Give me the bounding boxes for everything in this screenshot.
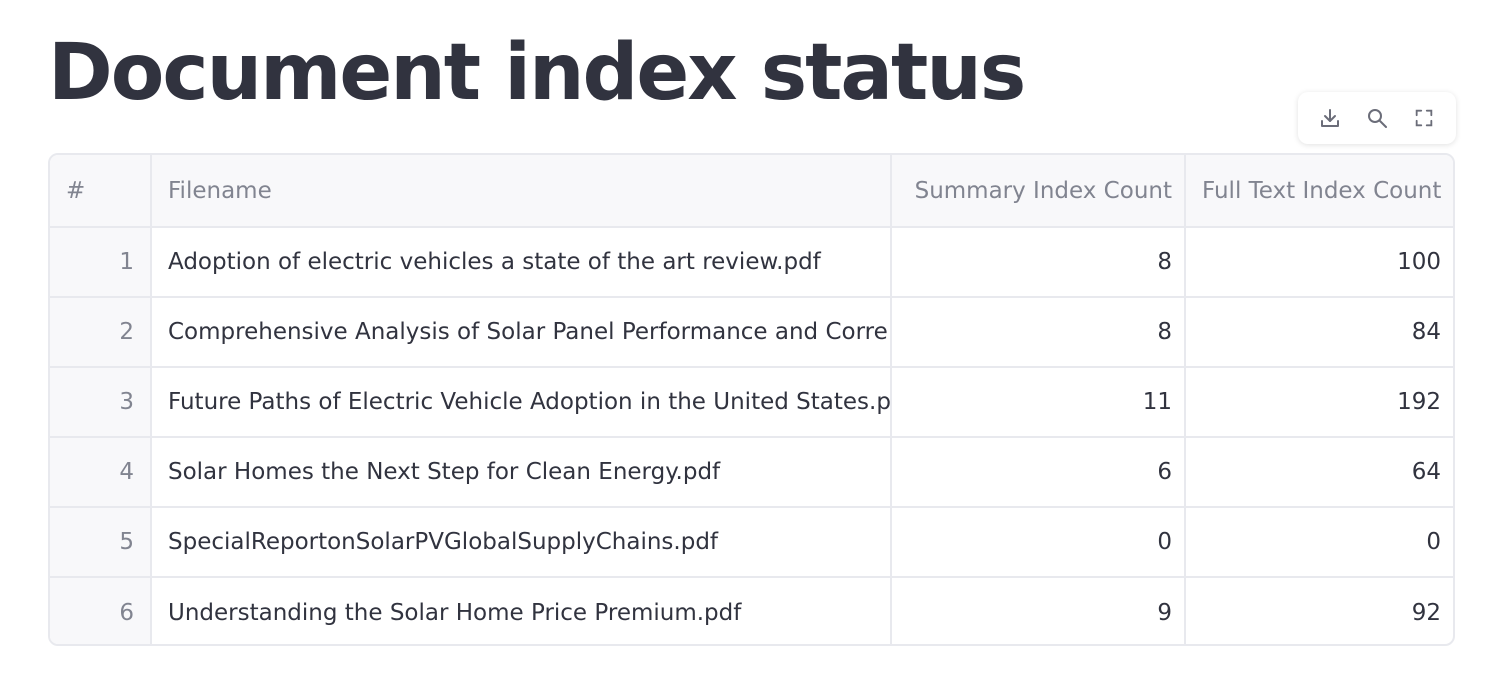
filename-cell[interactable]: Solar Homes the Next Step for Clean Ener… — [151, 437, 892, 508]
document-index-table: # Filename Summary Index Count Full Text… — [50, 155, 1453, 644]
summary-count-cell[interactable]: 8 — [891, 297, 1186, 368]
column-header-index[interactable]: # — [50, 155, 152, 228]
filename-cell[interactable]: Understanding the Solar Home Price Premi… — [151, 577, 892, 644]
row-index: 1 — [50, 227, 152, 298]
fulltext-count-cell[interactable]: 0 — [1185, 507, 1453, 578]
search-button[interactable] — [1357, 98, 1397, 138]
row-index: 2 — [50, 297, 152, 368]
table-row: 6 Understanding the Solar Home Price Pre… — [50, 577, 1453, 644]
filename-cell[interactable]: Comprehensive Analysis of Solar Panel Pe… — [151, 297, 892, 368]
summary-count-cell[interactable]: 11 — [891, 367, 1186, 438]
download-button[interactable] — [1310, 98, 1350, 138]
summary-count-cell[interactable]: 9 — [891, 577, 1186, 644]
fullscreen-icon — [1413, 107, 1435, 129]
row-index: 5 — [50, 507, 152, 578]
table-row: 1 Adoption of electric vehicles a state … — [50, 227, 1453, 298]
page-title: Document index status — [48, 28, 1026, 118]
column-header-filename[interactable]: Filename — [151, 155, 892, 228]
table-row: 3 Future Paths of Electric Vehicle Adopt… — [50, 367, 1453, 438]
fulltext-count-cell[interactable]: 92 — [1411, 599, 1441, 626]
header-row: # Filename Summary Index Count Full Text… — [50, 155, 1453, 228]
summary-count-cell[interactable]: 0 — [891, 507, 1186, 578]
fulltext-count-cell[interactable]: 64 — [1185, 437, 1453, 508]
summary-count-cell[interactable]: 6 — [891, 437, 1186, 508]
search-icon — [1365, 106, 1389, 130]
table-row: 2 Comprehensive Analysis of Solar Panel … — [50, 297, 1453, 368]
dataframe[interactable]: # Filename Summary Index Count Full Text… — [48, 153, 1455, 646]
fullscreen-button[interactable] — [1404, 98, 1444, 138]
fulltext-count-cell[interactable]: 192 — [1185, 367, 1453, 438]
dataframe-toolbar — [1298, 92, 1456, 144]
column-header-full-text-index-count[interactable]: Full Text Index Count — [1185, 155, 1453, 228]
fulltext-count-cell[interactable]: 84 — [1185, 297, 1453, 368]
download-icon — [1318, 106, 1342, 130]
summary-count-cell[interactable]: 8 — [891, 227, 1186, 298]
table-row: 5 SpecialReportonSolarPVGlobalSupplyChai… — [50, 507, 1453, 578]
filename-cell[interactable]: SpecialReportonSolarPVGlobalSupplyChains… — [151, 507, 892, 578]
filename-cell[interactable]: Adoption of electric vehicles a state of… — [151, 227, 892, 298]
row-index: 3 — [50, 367, 152, 438]
table-row: 4 Solar Homes the Next Step for Clean En… — [50, 437, 1453, 508]
filename-cell[interactable]: Future Paths of Electric Vehicle Adoptio… — [151, 367, 892, 438]
row-index: 6 — [50, 577, 152, 644]
row-index: 4 — [50, 437, 152, 508]
fulltext-count-cell[interactable]: 100 — [1185, 227, 1453, 298]
column-header-summary-index-count[interactable]: Summary Index Count — [891, 155, 1186, 228]
